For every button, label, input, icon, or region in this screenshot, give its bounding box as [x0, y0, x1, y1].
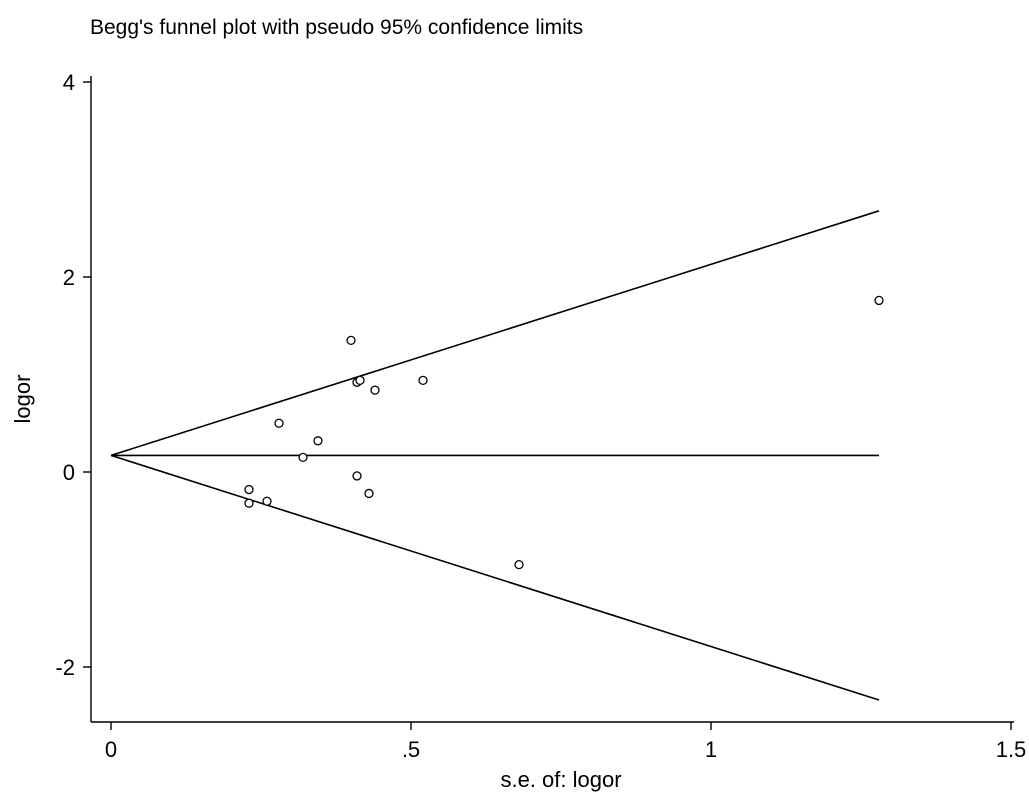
study-point — [418, 375, 428, 386]
x-tick-label: 0 — [105, 737, 117, 762]
study-point — [364, 488, 374, 499]
y-tick-label: 2 — [63, 265, 75, 290]
study-point — [352, 471, 362, 481]
y-tick-label: -2 — [55, 655, 75, 680]
x-tick-label: 1 — [705, 737, 717, 762]
study-point — [244, 498, 254, 508]
upper-confidence-limit — [110, 210, 880, 457]
funnel-lines — [110, 210, 880, 701]
lower-confidence-limit — [110, 454, 880, 701]
y-tick-label: 0 — [63, 460, 75, 485]
study-point — [346, 335, 356, 346]
chart-title: Begg's funnel plot with pseudo 95% confi… — [90, 16, 583, 39]
x-tick-label: 1.5 — [996, 737, 1027, 762]
study-point — [298, 452, 308, 463]
study-point — [874, 295, 884, 306]
x-axis-ticks: 0 .5 1 1.5 — [105, 722, 1026, 762]
study-point — [262, 496, 272, 506]
study-point — [370, 385, 380, 395]
y-axis-title: logor — [10, 375, 35, 424]
x-tick-label: .5 — [402, 737, 420, 762]
study-point — [244, 484, 254, 495]
study-points — [244, 295, 884, 570]
y-tick-label: 4 — [63, 70, 75, 95]
study-point — [355, 375, 365, 386]
study-point — [313, 436, 323, 446]
study-point — [274, 418, 284, 428]
x-axis-title: s.e. of: logor — [500, 767, 621, 792]
study-point — [514, 559, 524, 570]
y-axis-ticks: -2 0 2 4 — [55, 70, 91, 680]
